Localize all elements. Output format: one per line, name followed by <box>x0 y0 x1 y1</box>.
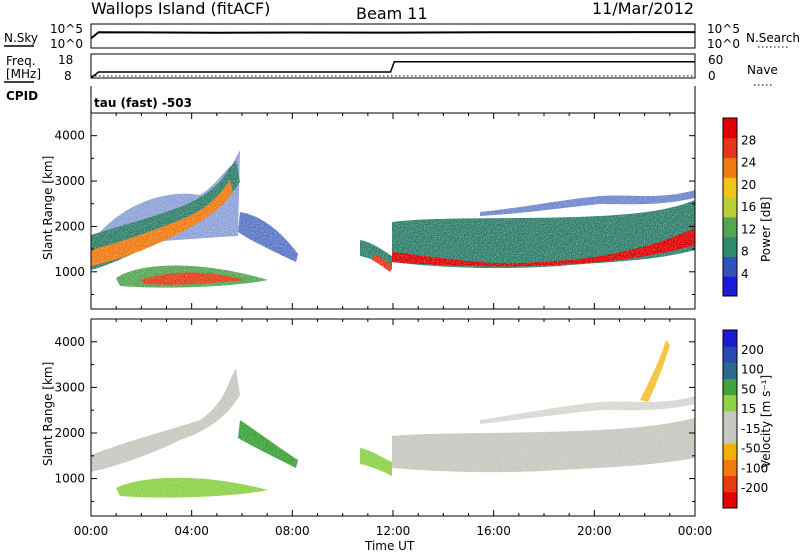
freq-line <box>90 60 695 79</box>
date-title: 11/Mar/2012 <box>592 0 694 18</box>
freq-panel-frame <box>90 53 696 79</box>
cpid-label: CPID <box>6 89 38 103</box>
noise-right-tick-bottom: 10^0 <box>707 37 740 51</box>
velocity-cbar-tick: 15 <box>741 402 756 416</box>
velocity-colorbar: 200 100 50 15 -15 -50 -100 -200 <box>722 329 768 509</box>
velocity-yaxis: 1000 2000 3000 4000 <box>54 335 695 502</box>
velocity-cbar-tick: -100 <box>741 461 768 475</box>
power-cbar-frame <box>722 117 738 297</box>
power-ytick-label: 3000 <box>54 174 85 188</box>
freq-trace <box>90 60 695 79</box>
velocity-cbar-tick: 200 <box>741 343 764 357</box>
noise-right-label: N.Search <box>746 31 800 45</box>
velocity-cbar-label: Velocity [m s⁻¹] <box>759 375 773 468</box>
power-ytick-label: 1000 <box>54 265 85 279</box>
power-cbar-segment <box>723 118 737 139</box>
power-cbar-segment <box>723 256 737 277</box>
power-cbar-segment <box>723 177 737 198</box>
power-cbar-segment <box>723 197 737 218</box>
velocity-cbar-segment <box>723 491 737 509</box>
velocity-cbar-segment <box>723 443 737 460</box>
freq-tick-top: 18 <box>58 53 73 67</box>
power-speckle <box>91 113 695 309</box>
nave-tick-bottom: 0 <box>708 69 716 83</box>
velocity-cbar-tick: -200 <box>741 481 768 495</box>
power-cbar-tick: 24 <box>741 156 756 170</box>
noise-left-tick-top: 10^5 <box>50 22 83 36</box>
x-axis: 00:00 04:00 08:00 12:00 16:00 20:00 00:00 <box>74 113 713 538</box>
x-tick-label: 16:00 <box>476 524 511 538</box>
velocity-cbar-segment <box>723 410 737 428</box>
freq-tick-bottom: 8 <box>64 69 72 83</box>
noise-trace <box>90 31 696 40</box>
noise-panel-frame <box>90 23 696 49</box>
noise-left-label: N.Sky <box>4 31 38 45</box>
nave-tick-top: 60 <box>708 53 723 67</box>
velocity-ytick-label: 4000 <box>54 335 85 349</box>
power-cbar-segment <box>723 157 737 178</box>
x-tick-label: 00:00 <box>678 524 713 538</box>
x-axis-label: Time UT <box>364 539 415 553</box>
velocity-ytick-label: 2000 <box>54 426 85 440</box>
power-cbar-segment <box>723 216 737 238</box>
velocity-cbar-segment <box>723 475 737 493</box>
freq-label: Freq. <box>6 54 36 68</box>
x-tick-label: 04:00 <box>174 524 209 538</box>
cpid-text: tau (fast) -503 <box>94 96 192 110</box>
velocity-ytick-label: 1000 <box>54 472 85 486</box>
noise-left-tick-bottom: 10^0 <box>50 37 83 51</box>
power-ylabel: Slant Range [km] <box>41 156 55 260</box>
velocity-cbar-segment <box>723 330 737 347</box>
power-cbar-tick: 12 <box>741 222 756 236</box>
power-yaxis: 1000 2000 3000 4000 <box>54 129 695 295</box>
velocity-cbar-tick: -50 <box>741 442 761 456</box>
power-cbar-segment <box>723 236 737 257</box>
velocity-image <box>91 319 695 516</box>
velocity-cbar-segment <box>723 427 737 444</box>
velocity-cbar-tick: 50 <box>741 382 756 396</box>
x-tick-label: 12:00 <box>376 524 411 538</box>
velocity-cbar-segment <box>723 346 737 363</box>
power-ytick-label: 2000 <box>54 219 85 233</box>
nave-label: Nave <box>747 63 778 77</box>
station-title: Wallops Island (fitACF) <box>91 0 270 18</box>
power-cbar-tick: 4 <box>741 267 749 281</box>
power-ytick-label: 4000 <box>54 129 85 143</box>
power-cbar-tick: 28 <box>741 133 756 147</box>
velocity-cbar-segment <box>723 362 737 380</box>
x-tick-label: 08:00 <box>275 524 310 538</box>
x-tick-label: 20:00 <box>577 524 612 538</box>
velocity-cbar-frame <box>722 329 738 509</box>
power-cbar-segment <box>723 276 737 297</box>
power-cbar-segment <box>723 137 737 159</box>
velocity-speckle <box>91 319 695 516</box>
velocity-cbar-segment <box>723 394 737 412</box>
velocity-ytick-label: 3000 <box>54 380 85 394</box>
noise-line <box>90 31 696 40</box>
velocity-cbar-tick: 100 <box>741 363 764 377</box>
velocity-cbar-segment <box>723 378 737 396</box>
power-cbar-tick: 20 <box>741 178 756 192</box>
power-image <box>91 113 695 309</box>
noise-right-tick-top: 10^5 <box>707 22 740 36</box>
power-colorbar: 28 24 20 16 12 8 4 <box>722 117 756 297</box>
x-tick-label: 00:00 <box>74 524 109 538</box>
velocity-cbar-segment <box>723 459 737 477</box>
freq-unit-label: [MHz] <box>6 67 41 81</box>
beam-title: Beam 11 <box>356 4 428 23</box>
velocity-ylabel: Slant Range [km] <box>41 362 55 466</box>
velocity-cbar-tick: -15 <box>741 422 761 436</box>
power-cbar-tick: 8 <box>741 245 749 259</box>
power-cbar-tick: 16 <box>741 200 756 214</box>
power-cbar-label: Power [dB] <box>759 197 773 262</box>
